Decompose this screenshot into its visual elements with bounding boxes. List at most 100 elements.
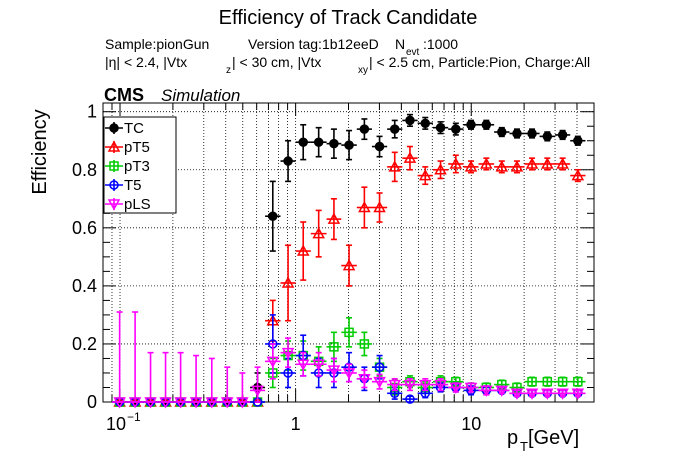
pt5-point: [510, 160, 524, 172]
pt5-point: [312, 227, 325, 239]
tc-point: [298, 137, 308, 147]
nevt-n: N: [395, 36, 405, 52]
pt5-point: [449, 157, 463, 169]
y-tick-label: 0.4: [72, 276, 97, 296]
legend-label-pt3: pT3: [124, 158, 150, 175]
pls-point: [525, 388, 539, 400]
tc-point: [344, 140, 354, 150]
tc-point: [405, 115, 415, 126]
pt5-point: [388, 160, 402, 172]
pls-point: [113, 397, 126, 409]
x-tick-label: 1: [291, 414, 301, 434]
pls-point: [251, 385, 264, 397]
t5-point: [283, 368, 293, 378]
t5-point: [405, 394, 415, 404]
y-tick-label: 0: [87, 392, 97, 412]
pls-point: [266, 356, 280, 368]
pt5-point: [541, 157, 554, 169]
cuts-sub-z: z: [226, 65, 231, 76]
pls-point: [403, 379, 417, 392]
pls-point: [418, 379, 432, 392]
tc-point: [389, 124, 400, 134]
tc-point: [329, 138, 339, 149]
tc-point: [497, 127, 507, 137]
pt3-point: [527, 376, 537, 387]
chart-title: Efficiency of Track Candidate: [219, 7, 478, 29]
t5-point: [374, 362, 385, 372]
tc-point: [527, 128, 537, 139]
sample-label: Sample:pionGun: [105, 36, 209, 52]
legend-marker-t5: [109, 180, 119, 190]
tc-point: [268, 211, 278, 221]
pls-point: [327, 365, 341, 377]
pls-point: [495, 385, 509, 397]
x-axis-label-sub: T: [520, 439, 528, 454]
pls-point: [281, 347, 295, 360]
pls-point: [312, 359, 325, 371]
pls-point: [128, 397, 142, 409]
tc-point: [283, 156, 293, 166]
pls-point: [449, 382, 463, 395]
pls-point: [541, 388, 554, 400]
tc-point: [481, 120, 492, 130]
y-axis-label: Efficiency: [29, 109, 51, 194]
tc-point: [420, 118, 431, 129]
legend-entry-pls: pLS: [105, 196, 151, 213]
pt3-point: [344, 327, 354, 338]
tc-point: [359, 124, 370, 134]
pt3-point: [573, 376, 583, 387]
cuts-part-3: | < 2.5 cm, Particle:Pion, Charge:All: [369, 54, 590, 70]
pt3-point: [359, 339, 370, 349]
pls-point: [510, 388, 524, 400]
pls-point: [144, 397, 157, 409]
cms-label: CMS: [104, 85, 144, 105]
pls-point: [388, 379, 402, 392]
pt3-point: [329, 342, 339, 352]
pls-point: [220, 397, 234, 409]
tc-point: [512, 128, 522, 139]
pls-point: [571, 388, 585, 400]
pls-point: [189, 397, 203, 409]
nevt-label: N evt :1000: [395, 36, 458, 58]
legend-marker-pls: [107, 199, 121, 211]
tc-point: [451, 124, 461, 134]
legend-marker-pt3: [109, 161, 119, 171]
pt5-point: [525, 157, 539, 169]
x-tick-label: 10: [461, 414, 481, 434]
y-tick-label: 0.8: [72, 160, 97, 180]
pt5-point: [403, 151, 417, 163]
legend-entry-tc: TC: [105, 120, 144, 137]
legend-label-pt5: pT5: [124, 139, 150, 156]
cuts-part-2: | < 30 cm, |Vtx: [232, 54, 321, 70]
pls-point: [342, 368, 356, 380]
legend-label-tc: TC: [124, 120, 144, 137]
pt5-point: [358, 200, 371, 213]
x-axis-label: p T [GeV]: [507, 427, 579, 454]
legend-entries: TC pT5 pT3 T5 pLS: [105, 120, 151, 213]
legend-box: [103, 116, 177, 214]
pls-point: [373, 376, 386, 389]
tc-point: [557, 130, 568, 140]
pt5-point: [281, 276, 295, 288]
pt5-point: [480, 157, 493, 169]
cms-sublabel: Simulation: [161, 86, 240, 105]
pls-point: [464, 382, 478, 395]
y-tick-label: 1: [87, 102, 97, 122]
tc-point: [542, 131, 553, 142]
pt5-point: [571, 169, 585, 181]
legend-label-pls: pLS: [124, 196, 151, 213]
pt5-point: [327, 212, 341, 224]
pt5-point: [418, 169, 432, 181]
legend-entry-pt3: pT3: [105, 158, 150, 175]
nevt-value: :1000: [423, 36, 458, 52]
legend: TC pT5 pT3 T5 pLS: [103, 116, 177, 214]
legend-entry-pt5: pT5: [105, 139, 150, 156]
pt5-point: [342, 259, 356, 271]
series-pls: [111, 311, 586, 409]
pls-point: [556, 388, 569, 400]
pls-point: [174, 397, 187, 409]
pt3-point: [542, 376, 553, 387]
tc-point: [466, 120, 476, 130]
